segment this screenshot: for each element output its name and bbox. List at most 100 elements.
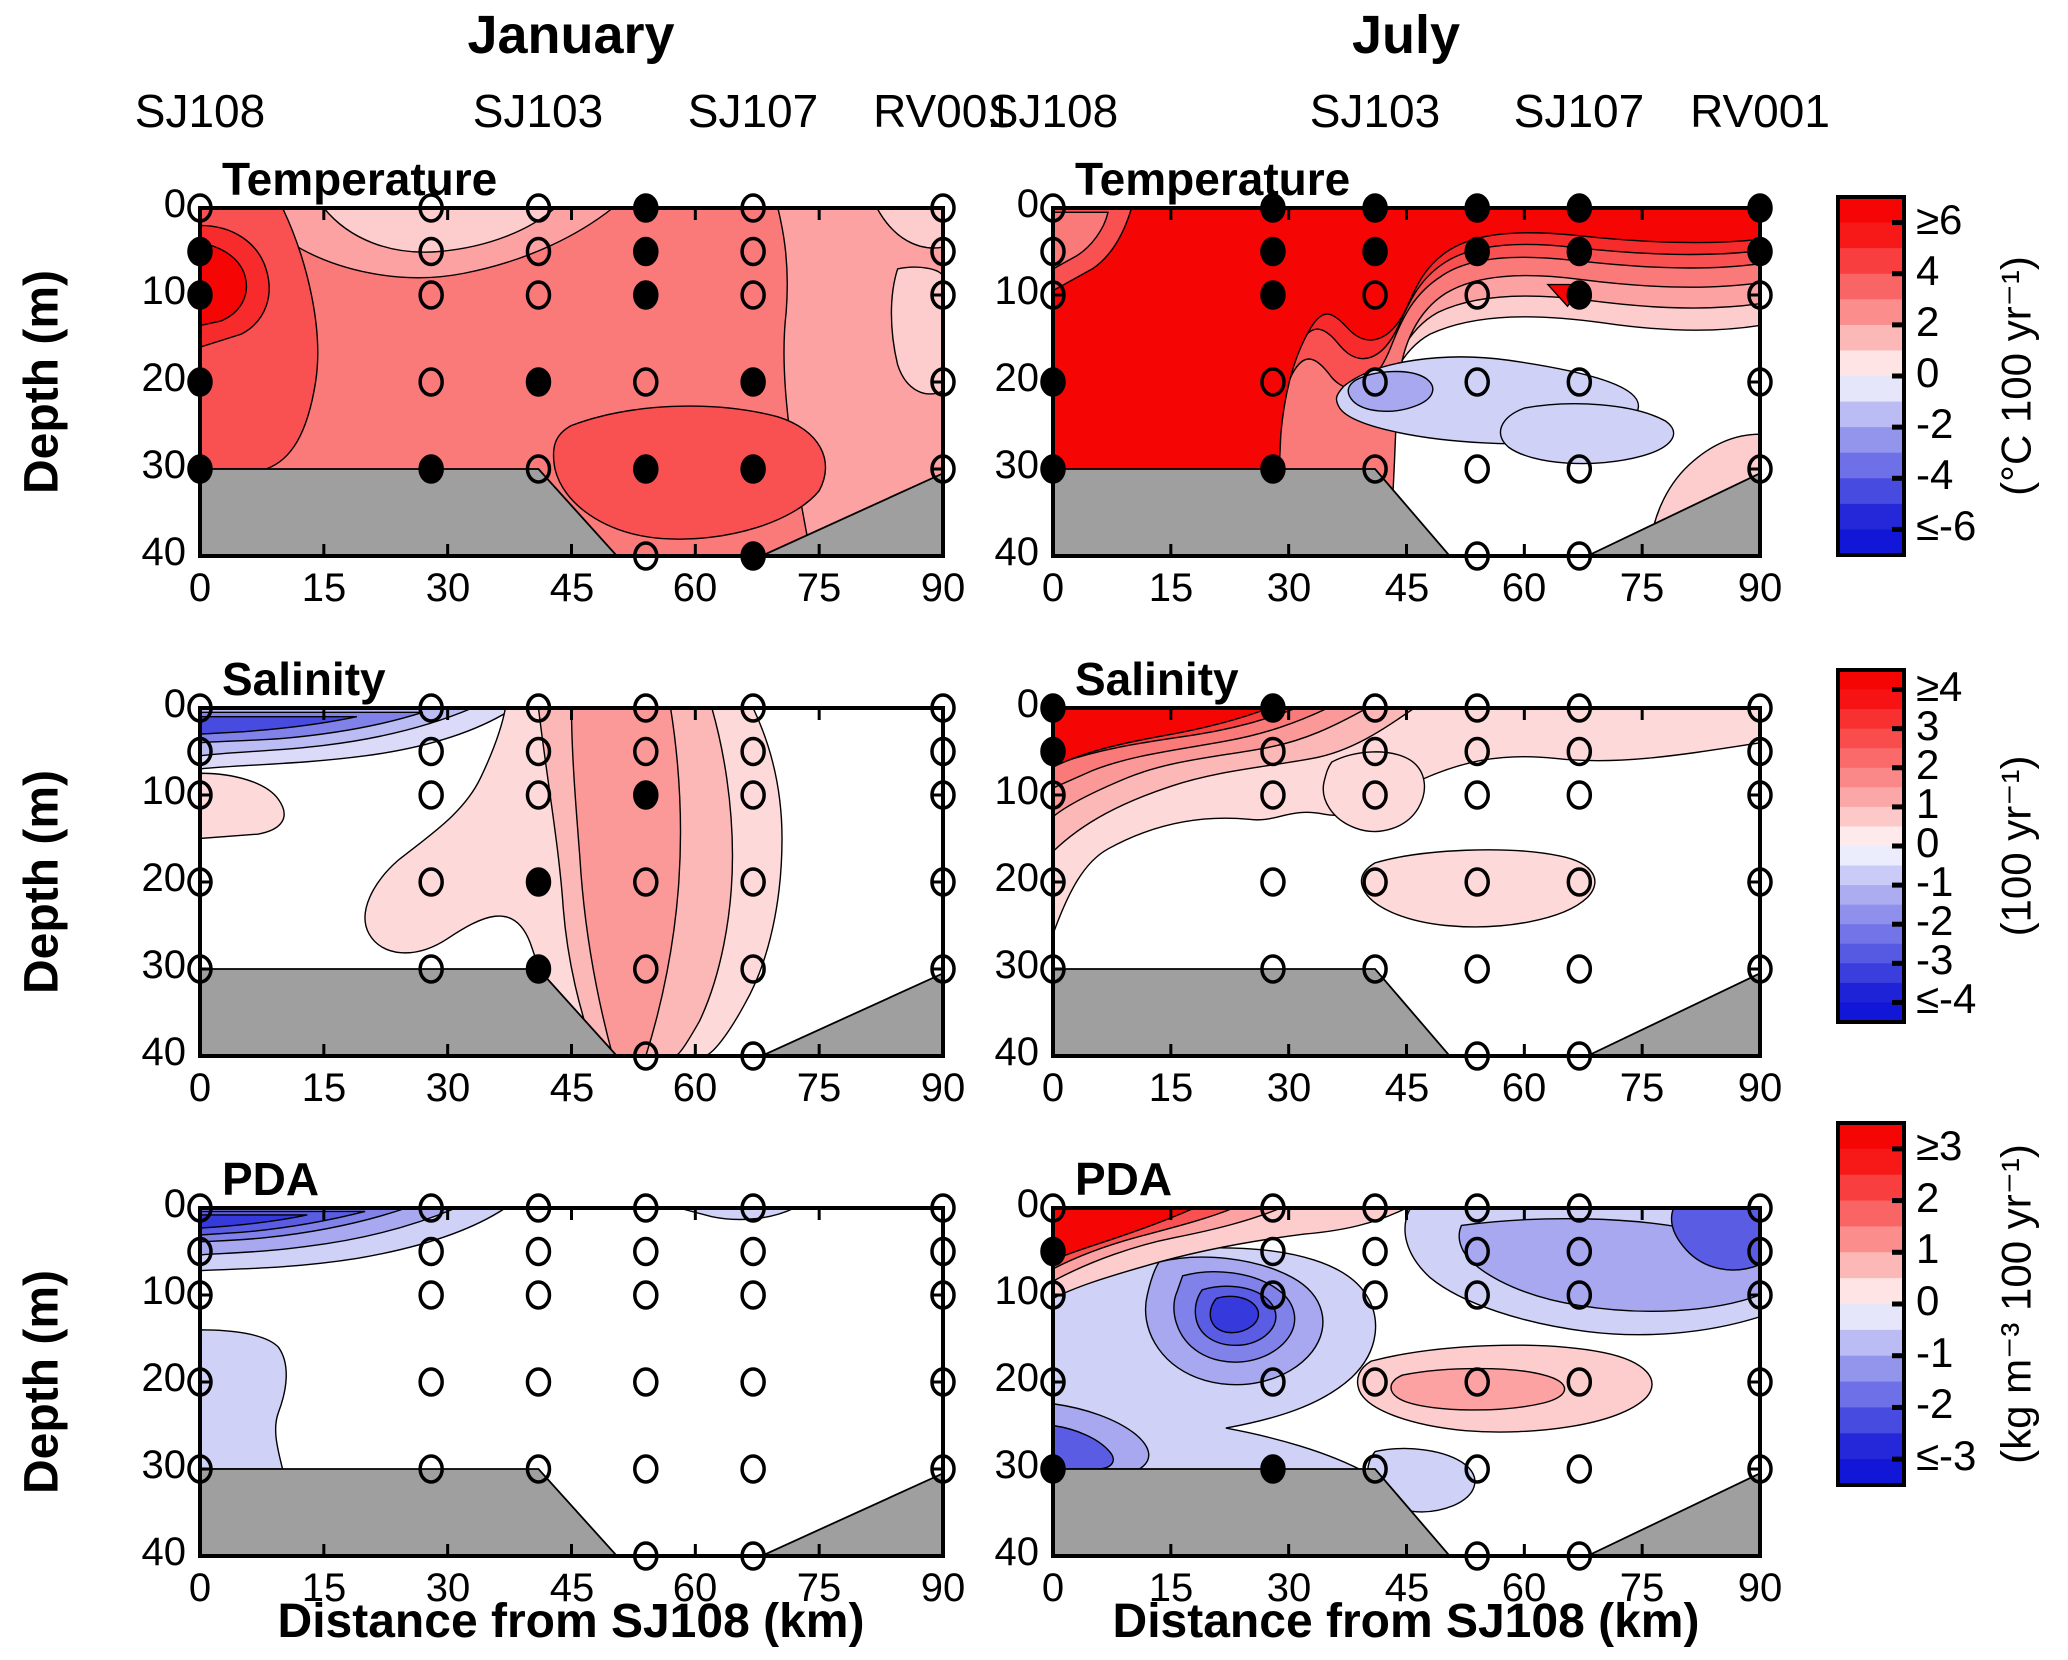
sample-point-open xyxy=(740,1236,766,1267)
colorbar-band xyxy=(1838,787,1904,808)
x-tick-label: 75 xyxy=(1619,566,1665,610)
colorbar-band xyxy=(1838,1123,1904,1150)
sample-point-open xyxy=(740,954,766,984)
sample-point-open xyxy=(525,693,552,723)
x-tick-label: 0 xyxy=(188,1066,212,1110)
sample-point-open xyxy=(1260,1236,1286,1267)
contour-region xyxy=(1361,850,1594,927)
sample-point-open xyxy=(187,954,213,984)
contour-region xyxy=(1210,1296,1258,1332)
colorbar-tick-mark xyxy=(1892,373,1904,379)
sample-point-open xyxy=(1566,1193,1593,1223)
x-tick-label: 60 xyxy=(1501,1566,1547,1610)
sample-point-open xyxy=(930,736,956,767)
y-tick-label: 30 xyxy=(141,1443,187,1487)
sample-point-open xyxy=(1260,1193,1286,1223)
sample-point-open xyxy=(1464,1280,1490,1310)
colorbar-tick-label: -1 xyxy=(1916,858,1954,905)
colorbar-tick-mark xyxy=(1892,1456,1904,1462)
sample-point-open xyxy=(525,736,552,767)
panel-jul-pda xyxy=(1040,1193,1773,1571)
sample-point-open xyxy=(930,454,956,484)
sample-point-filled xyxy=(1747,236,1773,267)
sample-point-open xyxy=(418,1367,444,1397)
panel-frame xyxy=(198,706,945,1058)
sample-point-filled xyxy=(1040,736,1066,767)
sample-point-open xyxy=(187,736,213,767)
y-tick-label: 20 xyxy=(141,1356,187,1400)
y-tick-label: 10 xyxy=(994,769,1040,813)
sample-point-open xyxy=(1260,367,1286,397)
sample-point-open xyxy=(1362,280,1388,310)
sample-point-open xyxy=(1040,193,1066,223)
colorbar-band xyxy=(1838,982,1904,1004)
sample-point-open xyxy=(1747,454,1773,484)
y-axis-label-temperature-row: Depth (m) xyxy=(15,270,69,494)
colorbar-band xyxy=(1838,1252,1904,1279)
y-axis-label-salinity-row: Depth (m) xyxy=(15,770,69,994)
sample-point-open xyxy=(1747,1193,1773,1223)
colorbar-tick-mark xyxy=(1892,882,1904,888)
colorbar-band xyxy=(1838,1355,1904,1383)
panel-label-jul-temperature: Temperature xyxy=(1075,153,1351,205)
sample-point-filled xyxy=(1040,367,1066,397)
sample-point-open xyxy=(1040,1193,1066,1223)
sample-point-open xyxy=(1747,1280,1773,1310)
sample-point-open xyxy=(1464,780,1490,810)
sample-point-open xyxy=(930,367,956,397)
sample-point-open xyxy=(1747,1454,1773,1484)
colorbar-band xyxy=(1838,767,1904,789)
colorbar-tick-mark xyxy=(1892,1198,1904,1204)
colorbar-tick-mark xyxy=(1892,843,1904,849)
colorbar-band xyxy=(1838,248,1904,275)
colorbar-band xyxy=(1838,197,1904,224)
panel-label-jan-pda: PDA xyxy=(222,1153,320,1205)
x-tick-label: 75 xyxy=(1619,1566,1665,1610)
colorbar-tick-label: 1 xyxy=(1916,780,1940,827)
colorbar-tick-label: -2 xyxy=(1916,400,1954,447)
y-tick-label: 20 xyxy=(994,356,1040,400)
sample-point-open xyxy=(1464,736,1490,767)
colorbar-tick-label: 2 xyxy=(1916,298,1940,345)
panel-frame xyxy=(198,1206,945,1558)
contour-region xyxy=(1053,212,1108,269)
colorbar-tick-label: 0 xyxy=(1916,1277,1940,1324)
sample-point-open xyxy=(525,1280,552,1310)
sample-point-filled xyxy=(633,780,659,810)
contour-region xyxy=(1672,1208,1760,1270)
colorbar-tick-label: ≥4 xyxy=(1916,663,1963,710)
y-tick-label: 10 xyxy=(141,769,187,813)
colorbar-tick-mark xyxy=(1892,921,1904,927)
sample-point-open xyxy=(930,954,956,984)
colorbar-band xyxy=(1838,350,1904,377)
sample-point-open xyxy=(418,1193,444,1223)
sample-point-open xyxy=(1260,1280,1286,1310)
colorbar-band xyxy=(1838,1002,1904,1023)
sample-point-open xyxy=(525,780,552,810)
sample-point-open xyxy=(740,1541,766,1571)
sample-point-open xyxy=(418,736,444,767)
sample-point-open xyxy=(187,1367,213,1397)
panel-frame xyxy=(1051,706,1762,1058)
y-tick-label: 10 xyxy=(994,269,1040,313)
sample-point-open xyxy=(525,1454,552,1484)
y-tick-label: 0 xyxy=(163,682,186,726)
sample-point-open xyxy=(1464,1041,1490,1071)
colorbar-tick-mark xyxy=(1892,424,1904,430)
sample-point-open xyxy=(1260,780,1286,810)
sample-point-open xyxy=(418,367,444,397)
colorbar-band xyxy=(1838,728,1904,749)
sample-point-open xyxy=(930,780,956,810)
sample-point-open xyxy=(525,454,552,484)
sample-point-open xyxy=(1040,780,1066,810)
x-tick-label: 30 xyxy=(425,1566,471,1610)
colorbar-tick-label: 0 xyxy=(1916,349,1940,396)
sample-point-open xyxy=(633,541,659,571)
contour-region xyxy=(554,406,826,539)
sample-point-open xyxy=(930,193,956,223)
sample-point-open xyxy=(740,1280,766,1310)
colorbar-tick-mark xyxy=(1892,1353,1904,1359)
sample-point-open xyxy=(1566,780,1593,810)
sample-point-open xyxy=(525,1367,552,1397)
colorbar-band xyxy=(1838,1200,1904,1228)
